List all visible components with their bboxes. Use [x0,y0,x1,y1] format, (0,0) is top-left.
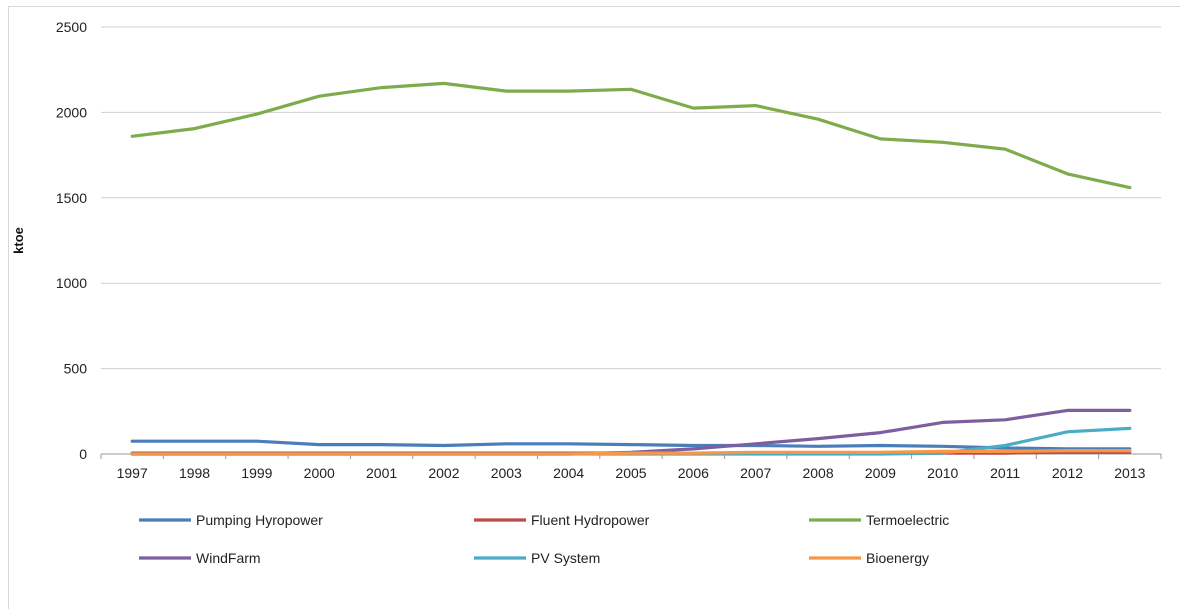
legend-item: Fluent Hydropower [474,512,650,528]
x-tick-label: 2000 [304,465,335,481]
y-tick-label: 2000 [56,104,87,120]
legend-item: Bioenergy [809,550,929,566]
y-tick-label: 500 [64,361,88,377]
x-tick-label: 1998 [179,465,210,481]
y-tick-label: 0 [79,446,87,462]
y-tick-label: 2500 [56,19,87,35]
x-tick-label: 2012 [1052,465,1083,481]
series-line-pumping-hyropower [130,439,1132,451]
y-axis-label: ktoe [11,227,26,254]
x-tick-label: 2004 [553,465,584,481]
x-tick-label: 1997 [117,465,148,481]
legend-label: PV System [531,550,600,566]
x-tick-label: 2013 [1114,465,1145,481]
legend-label: Termoelectric [866,512,949,528]
chart-frame: 0 500 1000 1500 2000 2500 1997 1998 1999 2000 200… [8,6,1180,609]
x-tick-label: 2010 [927,465,958,481]
legend: Pumping Hyropower Fluent Hydropower Termoe… [139,512,949,566]
legend-item: PV System [474,550,600,566]
gridlines [100,26,1162,459]
series-lines [130,81,1132,456]
x-tick-labels: 1997 1998 1999 2000 2001 2002 2003 2004 2005 2006… [117,465,1146,481]
x-tick-label: 2002 [428,465,459,481]
x-tick-label: 2009 [865,465,896,481]
legend-label: Pumping Hyropower [196,512,323,528]
series-line-bioenergy [130,449,1132,456]
y-tick-labels: 0 500 1000 1500 2000 2500 [56,19,87,462]
x-tick-label: 2011 [990,465,1020,481]
legend-label: WindFarm [196,550,261,566]
line-chart: 0 500 1000 1500 2000 2500 1997 1998 1999 2000 200… [11,19,1162,566]
legend-label: Bioenergy [866,550,929,566]
x-tick-label: 2006 [678,465,709,481]
series-line-termoelectric [130,81,1132,190]
x-tick-label: 1999 [241,465,272,481]
x-tick-label: 2008 [802,465,833,481]
x-tick-label: 2003 [491,465,522,481]
y-tick-label: 1500 [56,190,87,206]
legend-item: Termoelectric [809,512,949,528]
x-tick-label: 2001 [366,465,397,481]
legend-label: Fluent Hydropower [531,512,650,528]
x-tick-label: 2007 [740,465,771,481]
y-tick-label: 1000 [56,275,87,291]
x-tick-label: 2005 [615,465,646,481]
legend-item: Pumping Hyropower [139,512,323,528]
legend-item: WindFarm [139,550,261,566]
